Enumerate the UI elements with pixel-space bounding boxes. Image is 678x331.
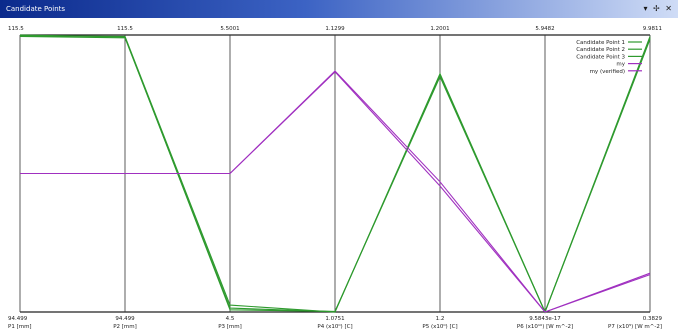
axis-name-p6: P6 (x10¹⁰) [W m^-2] [517,323,573,330]
legend-label-1: Candidate Point 1 [576,40,625,46]
axes-layer: 115.5 94.499 P1 [mm] 115.5 94.499 P2 [mm] 5.50… [8,26,662,330]
legend-label-5: my (verified) [590,69,625,75]
close-icon[interactable]: ✕ [665,4,672,13]
axis-bottom-label-p7: 0.3829 [643,316,663,322]
axis-top-label-p1: 115.5 [8,26,24,32]
axis-name-p2: P2 [mm] [113,324,137,330]
axis-name-p1: P1 [mm] [8,324,32,330]
window-title: Candidate Points [6,5,66,13]
legend-label-3: Candidate Point 3 [576,54,625,60]
series-lines-layer [19,34,651,314]
dropdown-icon[interactable]: ▾ [643,4,648,13]
axis-name-p5: P5 (x10⁰) [C] [422,323,457,330]
axis-top-label-p4: 1.1299 [325,26,345,32]
axis-bottom-label-p2: 94.499 [115,316,135,322]
axis-top-label-p3: 5.5001 [220,26,239,32]
series-line-5[interactable] [20,71,651,313]
legend-label-4: my [616,62,625,68]
axis-bottom-label-p3: 4.5 [226,316,235,322]
axis-bottom-label-p1: 94.499 [8,316,28,322]
legend-label-2: Candidate Point 2 [576,47,625,53]
axis-top-label-p6: 5.9482 [535,26,554,32]
window-controls: ▾ ✢ ✕ [640,0,672,18]
axis-bottom-label-p6: 9.5843e-17 [529,316,561,322]
axis-top-label-p5: 1.2001 [430,26,449,32]
axis-top-label-p2: 115.5 [117,26,133,32]
window-titlebar: Candidate Points ▾ ✢ ✕ [0,0,678,18]
axis-bottom-label-p5: 1.2 [436,316,445,322]
axis-name-p3: P3 [mm] [218,324,242,330]
pin-icon[interactable]: ✢ [653,4,660,13]
axis-bottom-label-p4: 1.0751 [325,316,344,322]
axis-name-p4: P4 (x10⁰) [C] [317,323,352,330]
axis-name-p7: P7 (x10⁵) [W m^-2] [608,323,662,330]
axis-top-label-p7: 9.9811 [643,26,662,32]
parallel-coordinates-chart: 115.5 94.499 P1 [mm] 115.5 94.499 P2 [mm] 5.50… [8,26,662,330]
